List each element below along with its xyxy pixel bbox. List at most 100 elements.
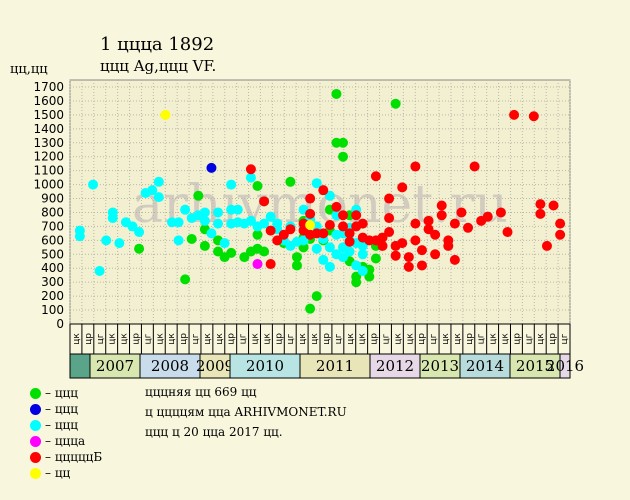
data-point <box>535 199 546 210</box>
data-point <box>548 200 559 211</box>
legend-marker <box>30 468 41 479</box>
data-point <box>390 98 401 109</box>
quarter-label: цр <box>322 333 332 345</box>
data-point <box>469 161 480 172</box>
data-point <box>186 233 197 244</box>
data-point <box>430 249 441 260</box>
data-point <box>443 240 454 251</box>
quarter-label: цк <box>72 333 82 345</box>
data-point <box>305 303 316 314</box>
quarter-label: цк <box>262 333 272 345</box>
data-point <box>305 208 316 219</box>
quarter-label: цг <box>191 333 201 344</box>
year-label: 2016 <box>546 357 584 375</box>
legend-item: – ццц <box>30 402 78 416</box>
year-cell <box>229 353 301 379</box>
data-point <box>403 261 414 272</box>
data-point <box>324 190 335 201</box>
data-point <box>338 151 349 162</box>
data-point <box>502 226 513 237</box>
legend-item: – цццa <box>30 434 85 448</box>
data-point <box>436 200 447 211</box>
data-point <box>482 211 493 222</box>
legend-label: – ццц <box>45 402 78 416</box>
data-point <box>456 207 467 218</box>
data-point <box>206 228 217 239</box>
quarter-label: цк <box>203 333 213 345</box>
data-point <box>305 193 316 204</box>
data-point <box>397 182 408 193</box>
data-point <box>377 240 388 251</box>
year-cell <box>199 353 231 379</box>
data-point <box>331 88 342 99</box>
year-label: 2008 <box>151 357 189 375</box>
y-tick-label: 900 <box>41 192 64 206</box>
quarter-label: цк <box>536 333 546 345</box>
data-point <box>219 238 230 249</box>
y-tick-label: 500 <box>41 247 64 261</box>
quarter-label: цг <box>143 333 153 344</box>
quarter-label: цк <box>310 333 320 345</box>
data-point <box>416 260 427 271</box>
quarter-label: цр <box>512 333 522 345</box>
note-average: цццняя цц 669 цц <box>145 385 257 399</box>
year-label: 2015 <box>516 357 554 375</box>
year-cell <box>299 353 371 379</box>
quarter-label: цр <box>465 333 475 345</box>
data-point <box>423 215 434 226</box>
y-tick-label: 1300 <box>33 136 64 150</box>
legend-item: – цццццБ <box>30 450 102 464</box>
year-label: 2013 <box>421 357 459 375</box>
data-point <box>206 162 217 173</box>
data-point <box>463 222 474 233</box>
quarter-label: цк <box>120 333 130 345</box>
year-label: 2014 <box>466 357 504 375</box>
quarter-label: цк <box>167 333 177 345</box>
data-point <box>285 224 296 235</box>
quarter-label: цг <box>239 333 249 344</box>
data-point <box>331 201 342 212</box>
year-cell-empty <box>69 353 91 379</box>
quarter-label: цк <box>441 333 451 345</box>
y-tick-label: 800 <box>41 205 64 219</box>
year-label: 2011 <box>316 357 354 375</box>
data-point <box>430 229 441 240</box>
data-point <box>199 207 210 218</box>
quarter-label: цр <box>227 333 237 345</box>
quarter-label: цк <box>393 333 403 345</box>
data-point <box>423 224 434 235</box>
year-cell <box>559 353 571 379</box>
data-point <box>259 218 270 229</box>
data-point <box>226 247 237 258</box>
data-point <box>351 271 362 282</box>
legend-marker <box>30 420 41 431</box>
data-point <box>495 207 506 218</box>
year-cell <box>139 353 201 379</box>
legend-label: – цц <box>45 466 71 480</box>
plot-area <box>69 79 571 325</box>
data-point <box>509 109 520 120</box>
data-point <box>252 180 263 191</box>
data-point <box>338 137 349 148</box>
data-point <box>173 217 184 228</box>
data-point <box>291 260 302 271</box>
data-point <box>555 218 566 229</box>
data-point <box>232 204 243 215</box>
data-point <box>318 228 329 239</box>
quarter-label: цк <box>489 333 499 345</box>
legend-marker <box>30 388 41 399</box>
y-tick-label: 1200 <box>33 150 64 164</box>
quarter-label: цк <box>251 333 261 345</box>
y-tick-label: 0 <box>56 317 64 331</box>
data-point <box>291 252 302 263</box>
data-point <box>416 245 427 256</box>
legend-label: – цццa <box>45 434 86 448</box>
data-point <box>213 246 224 257</box>
data-point <box>344 246 355 257</box>
quarter-label: цг <box>334 333 344 344</box>
y-tick-label: 1100 <box>33 164 64 178</box>
data-point <box>370 171 381 182</box>
data-point <box>265 225 276 236</box>
data-point <box>153 192 164 203</box>
data-point <box>265 259 276 270</box>
